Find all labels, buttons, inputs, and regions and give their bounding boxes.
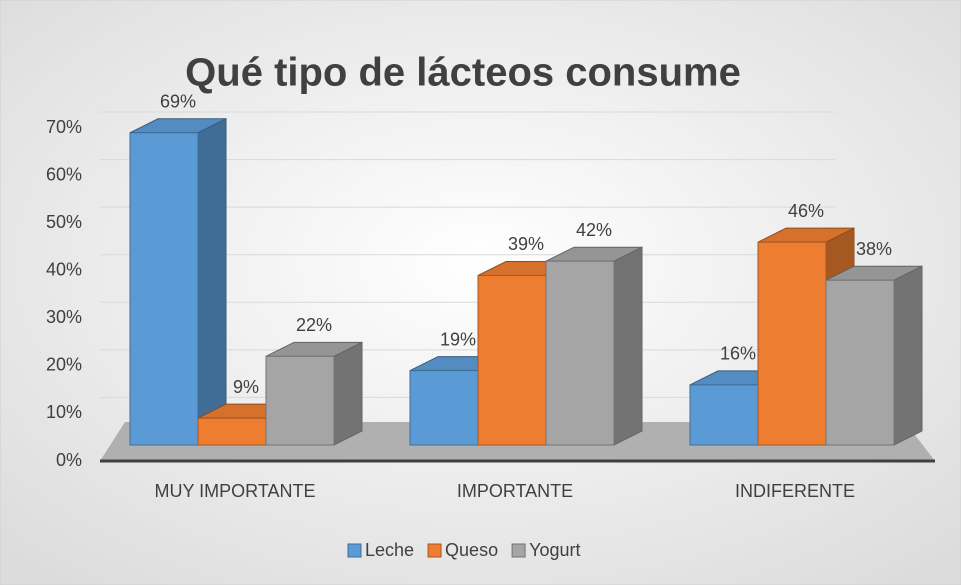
bar-side <box>197 117 227 446</box>
bar <box>545 246 643 446</box>
legend-swatch <box>347 543 362 558</box>
x-tick-label: INDIFERENTE <box>735 481 855 501</box>
bar <box>129 117 227 446</box>
value-label: 42% <box>576 220 612 240</box>
value-label: 38% <box>856 239 892 259</box>
value-label: 46% <box>788 201 824 221</box>
bar-front <box>825 279 895 446</box>
bar-front <box>409 370 479 446</box>
legend-swatch <box>427 543 442 558</box>
bar-front <box>197 417 267 446</box>
bar-side <box>613 246 643 446</box>
legend-swatch <box>511 543 526 558</box>
value-label: 39% <box>508 234 544 254</box>
value-label: 69% <box>160 92 196 112</box>
y-tick-label: 30% <box>46 307 82 327</box>
bar <box>265 341 363 446</box>
bar-side <box>333 341 363 446</box>
value-label: 9% <box>233 377 259 397</box>
bar-front <box>757 241 827 446</box>
y-tick-label: 50% <box>46 212 82 232</box>
value-label: 19% <box>440 329 476 349</box>
value-label: 16% <box>720 344 756 364</box>
x-tick-label: MUY IMPORTANTE <box>154 481 315 501</box>
bar-front <box>545 260 615 446</box>
bar-side <box>893 265 923 446</box>
y-tick-label: 20% <box>46 355 82 375</box>
bar-front <box>129 132 199 446</box>
value-label: 22% <box>296 315 332 335</box>
chart-title: Qué tipo de lácteos consume <box>185 51 741 95</box>
y-tick-label: 40% <box>46 259 82 279</box>
bar <box>825 265 923 446</box>
legend-label: Leche <box>365 540 414 560</box>
bar-front <box>477 274 547 446</box>
x-tick-label: IMPORTANTE <box>457 481 573 501</box>
legend-label: Yogurt <box>529 540 580 560</box>
y-tick-label: 0% <box>56 450 82 470</box>
y-tick-label: 70% <box>46 117 82 137</box>
y-tick-label: 10% <box>46 402 82 422</box>
legend-label: Queso <box>445 540 498 560</box>
y-tick-label: 60% <box>46 164 82 184</box>
bar-front <box>689 384 759 446</box>
bar-front <box>265 355 335 446</box>
